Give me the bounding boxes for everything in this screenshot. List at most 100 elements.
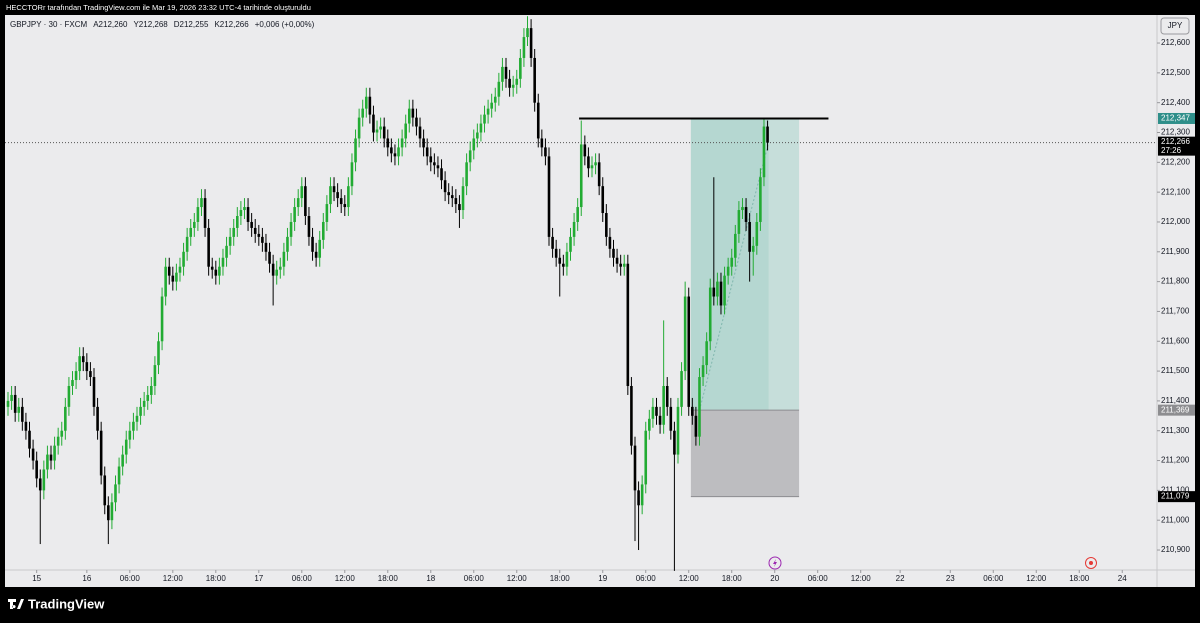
candle-body xyxy=(565,251,569,267)
candle-body xyxy=(6,400,10,407)
stop-label: 211,079 xyxy=(1161,492,1190,501)
candle-body xyxy=(221,257,225,267)
candle-body xyxy=(250,221,253,228)
candle-body xyxy=(619,263,622,267)
candle-body xyxy=(397,147,400,157)
candle-body xyxy=(762,126,766,178)
y-tick-label: 212,300 xyxy=(1161,128,1190,137)
candle-body xyxy=(35,460,38,479)
x-tick-label: 18:00 xyxy=(722,574,743,583)
candle-body xyxy=(382,126,386,139)
candle-body xyxy=(418,126,422,139)
candle-body xyxy=(662,385,665,425)
candle-body xyxy=(364,96,368,109)
chart-pane xyxy=(5,15,1195,587)
candle-body xyxy=(658,415,662,425)
candle-body xyxy=(124,439,128,455)
candle-body xyxy=(698,377,701,437)
candle-body xyxy=(268,251,271,264)
candle-body xyxy=(472,138,476,151)
candle-body xyxy=(425,147,429,157)
candle-body xyxy=(164,266,167,297)
candle-body xyxy=(515,78,519,85)
candle-body xyxy=(655,406,658,416)
countdown: 27:26 xyxy=(1161,146,1182,155)
candle-body xyxy=(594,162,597,166)
candle-body xyxy=(293,207,296,222)
x-tick-label: 17 xyxy=(254,574,263,583)
candle-body xyxy=(275,269,279,276)
candle-body xyxy=(716,281,719,297)
candle-body xyxy=(350,162,354,187)
candle-body xyxy=(422,138,425,148)
candle-body xyxy=(644,430,648,485)
y-tick-label: 212,400 xyxy=(1161,98,1190,107)
candle-body xyxy=(182,251,185,267)
candle-body xyxy=(415,117,418,127)
candle-body xyxy=(103,475,107,506)
candle-body xyxy=(96,406,99,431)
x-tick-label: 20 xyxy=(770,574,779,583)
candle-body xyxy=(296,198,300,208)
candle-body xyxy=(744,207,748,222)
stop-label-bg xyxy=(1158,491,1195,503)
candle-body xyxy=(407,108,411,124)
candle-body xyxy=(766,126,769,143)
brand: TradingView xyxy=(28,596,105,611)
y-tick-label: 211,900 xyxy=(1161,247,1190,256)
entry-label-bg xyxy=(1158,404,1195,416)
entry-label: 211,369 xyxy=(1161,405,1190,414)
x-tick-label: 18:00 xyxy=(206,574,227,583)
candle-body xyxy=(189,227,193,237)
candle-body xyxy=(687,296,691,407)
candle-body xyxy=(286,236,289,252)
candle-body xyxy=(719,281,723,306)
legend-field: D212,255 xyxy=(174,20,209,29)
target-label-bg xyxy=(1158,112,1195,124)
candle-body xyxy=(440,168,443,181)
candle-body xyxy=(386,138,390,148)
candle-body xyxy=(612,248,615,258)
candle-body xyxy=(196,207,200,222)
candle-body xyxy=(630,385,633,446)
candle-body xyxy=(443,180,447,193)
candle-body xyxy=(289,221,293,237)
candle-body xyxy=(483,114,486,124)
candle-body xyxy=(214,269,218,276)
current-label-bg xyxy=(1158,136,1195,156)
candle-body xyxy=(400,138,404,148)
candle-body xyxy=(712,287,716,297)
candle-body xyxy=(622,263,626,267)
legend-symbol: GBPJPY · 30 · FXCM xyxy=(10,20,88,29)
candle-body xyxy=(605,213,608,237)
candle-body xyxy=(554,248,558,258)
candle-body xyxy=(99,430,103,476)
candle-body xyxy=(701,365,705,378)
candle-body xyxy=(354,138,357,163)
x-tick-label: 12:00 xyxy=(679,574,700,583)
candle-body xyxy=(10,394,13,401)
x-tick-label: 18:00 xyxy=(378,574,399,583)
y-tick-label: 212,200 xyxy=(1161,157,1190,166)
current-label: 212,266 xyxy=(1161,137,1190,146)
legend-field: K212,266 xyxy=(214,20,249,29)
candle-body xyxy=(257,233,261,237)
candle-body xyxy=(64,406,67,431)
target-progress xyxy=(690,118,769,411)
x-tick-label: 12:00 xyxy=(851,574,872,583)
candle-body xyxy=(46,454,49,470)
candle-body xyxy=(92,377,96,407)
x-tick-label: 16 xyxy=(82,574,91,583)
candle-body xyxy=(157,341,160,366)
candle-body xyxy=(314,251,318,258)
candle-body xyxy=(669,406,673,431)
candle-body xyxy=(167,266,171,276)
candle-body xyxy=(200,198,203,208)
y-tick-label: 212,600 xyxy=(1161,38,1190,47)
y-tick-label: 211,200 xyxy=(1161,456,1190,465)
y-tick-label: 211,400 xyxy=(1161,396,1190,405)
candle-body xyxy=(175,272,178,282)
candle-body xyxy=(691,406,694,416)
candle-body xyxy=(339,198,343,205)
